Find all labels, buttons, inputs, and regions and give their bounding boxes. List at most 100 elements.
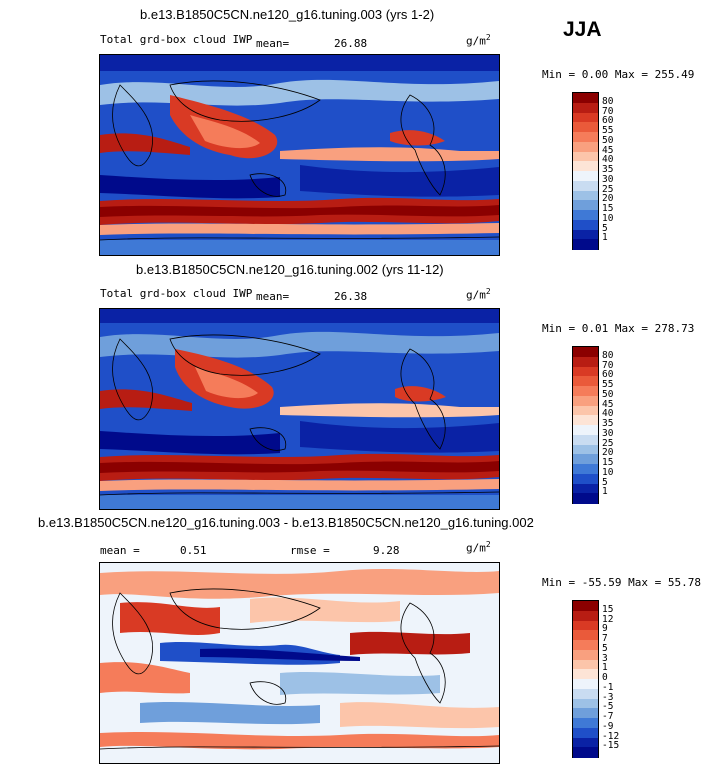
colorbar-swatch <box>573 630 598 641</box>
colorbar-tick-label: 80 <box>602 349 614 361</box>
colorbar-tick-label: 1 <box>602 662 608 674</box>
colorbar-tick-label: -3 <box>602 691 614 703</box>
colorbar-swatch <box>573 219 598 230</box>
colorbar-swatch <box>573 347 598 358</box>
colorbar-tick-label: 0 <box>602 672 608 683</box>
colorbar-swatch <box>573 659 598 670</box>
variable-label: Total grd-box cloud IWP <box>100 287 253 300</box>
colorbar-swatch <box>573 386 598 397</box>
mean-label: mean = <box>100 544 140 557</box>
colorbar-tick-label: 60 <box>602 369 614 381</box>
colorbar-swatches <box>572 346 599 504</box>
colorbar-swatch <box>573 688 598 699</box>
mean-value: 0.51 <box>180 544 207 557</box>
colorbar-tick-label: -15 <box>602 740 620 752</box>
colorbar-tick-label: 30 <box>602 427 614 439</box>
colorbar-swatch <box>573 727 598 738</box>
mean-value: 26.88 <box>334 37 368 50</box>
colorbar-tick-label: 7 <box>602 633 608 644</box>
panel-title: b.e13.B1850C5CN.ne120_g16.tuning.002 (yr… <box>136 262 444 277</box>
mean-label: mean= <box>256 37 290 50</box>
colorbar-swatch <box>573 493 598 504</box>
colorbar-tick-label: 40 <box>602 408 614 420</box>
colorbar-tick-label: 30 <box>602 173 614 185</box>
colorbar-swatch <box>573 200 598 211</box>
colorbar-swatches <box>572 92 599 250</box>
colorbar-swatch <box>573 434 598 445</box>
colorbar-tick-label: 9 <box>602 623 608 635</box>
colorbar-swatch <box>573 473 598 484</box>
units-label: g/m2 <box>466 33 491 48</box>
colorbar-tick-label: -12 <box>602 730 620 742</box>
colorbar-tick-label: 12 <box>602 613 614 625</box>
colorbar-tick-label: 5 <box>602 222 608 234</box>
colorbar-swatch <box>573 620 598 631</box>
colorbar-swatch <box>573 229 598 240</box>
min-max-label: Min = -55.59 Max = 55.78 <box>542 576 701 589</box>
colorbar-swatch <box>573 376 598 387</box>
units-label: g/m2 <box>466 540 491 555</box>
colorbar-swatch <box>573 405 598 416</box>
colorbar-tick-label: 10 <box>602 212 614 224</box>
min-max-label: Min = 0.01 Max = 278.73 <box>542 322 695 335</box>
colorbar-tick-label: 15 <box>602 457 614 468</box>
colorbar-swatch <box>573 718 598 729</box>
colorbar-swatch <box>573 679 598 690</box>
colorbar-swatch <box>573 132 598 143</box>
season-label: JJA <box>563 18 602 41</box>
colorbar-swatch <box>573 141 598 152</box>
min-max-label: Min = 0.00 Max = 255.49 <box>542 68 695 81</box>
colorbar-tick-label: 55 <box>602 125 614 136</box>
colorbar-swatch <box>573 444 598 455</box>
map-field <box>100 309 499 509</box>
colorbar-tick-label: 5 <box>602 476 608 488</box>
map-plot <box>99 562 500 764</box>
colorbar-tick-label: 1 <box>602 232 608 244</box>
colorbar-tick-label: 35 <box>602 164 614 175</box>
colorbar-tick-label: 3 <box>602 652 608 664</box>
colorbar-tick-label: 70 <box>602 105 614 117</box>
colorbar-tick-label: 60 <box>602 115 614 127</box>
colorbar-tick-label: 15 <box>602 603 614 615</box>
colorbar-swatch <box>573 161 598 172</box>
colorbar-tick-label: 50 <box>602 388 614 400</box>
colorbar-swatch <box>573 151 598 162</box>
colorbar-swatch <box>573 640 598 651</box>
panel-title: b.e13.B1850C5CN.ne120_g16.tuning.003 (yr… <box>140 7 435 22</box>
colorbar-tick-label: 10 <box>602 466 614 478</box>
colorbar-tick-label: 55 <box>602 379 614 390</box>
colorbar-swatch <box>573 93 598 104</box>
colorbar-swatch <box>573 649 598 660</box>
colorbar-swatch <box>573 239 598 250</box>
colorbar-swatch <box>573 454 598 465</box>
colorbar-swatch <box>573 464 598 475</box>
colorbar-swatch <box>573 190 598 201</box>
colorbar-tick-label: 45 <box>602 398 614 410</box>
colorbar-tick-label: 20 <box>602 447 614 459</box>
colorbar-swatch <box>573 747 598 758</box>
units-label: g/m2 <box>466 287 491 302</box>
colorbar-tick-label: 25 <box>602 183 614 195</box>
map-plot <box>99 54 500 256</box>
colorbar-swatch <box>573 122 598 133</box>
colorbar-tick-label: 35 <box>602 418 614 429</box>
colorbar-swatch <box>573 366 598 377</box>
colorbar-tick-label: 80 <box>602 95 614 107</box>
colorbar-swatch <box>573 112 598 123</box>
colorbar-swatch <box>573 669 598 680</box>
colorbar-tick-label: -1 <box>602 681 614 693</box>
colorbar-tick-label: 1 <box>602 486 608 498</box>
colorbar-tick-label: -9 <box>602 720 614 732</box>
colorbar-tick-label: -5 <box>602 701 614 713</box>
colorbar-swatch <box>573 171 598 182</box>
colorbar-tick-label: 15 <box>602 203 614 214</box>
mean-label: mean= <box>256 290 290 303</box>
colorbar-swatch <box>573 102 598 113</box>
colorbar-swatch <box>573 415 598 426</box>
variable-label: Total grd-box cloud IWP <box>100 33 253 46</box>
map-field <box>100 55 499 255</box>
mean-value: 26.38 <box>334 290 368 303</box>
colorbar-swatch <box>573 395 598 406</box>
panel-title: b.e13.B1850C5CN.ne120_g16.tuning.003 - b… <box>38 515 534 530</box>
colorbar-swatch <box>573 356 598 367</box>
